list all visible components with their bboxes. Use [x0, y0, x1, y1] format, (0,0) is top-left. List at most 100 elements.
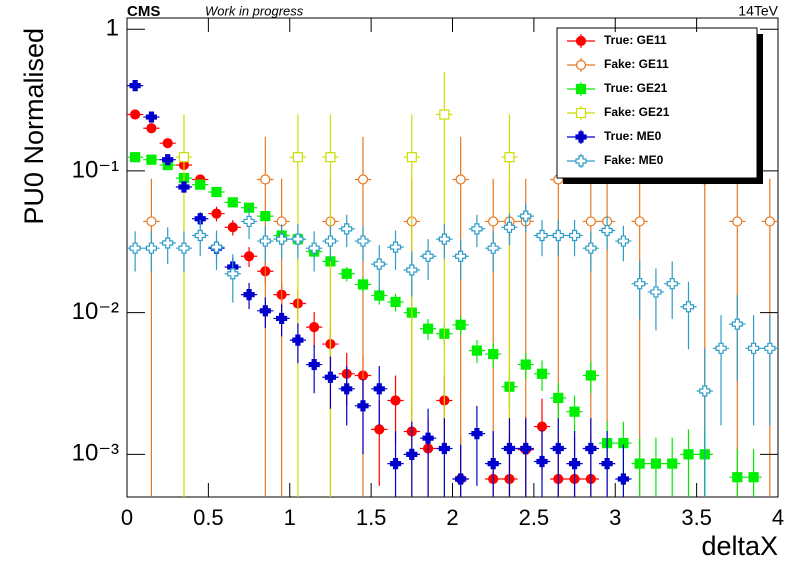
marker: [666, 278, 678, 290]
marker: [553, 392, 564, 404]
marker: [575, 59, 587, 71]
marker: [178, 181, 190, 193]
x-tick-label: 4: [772, 505, 784, 530]
marker: [536, 421, 548, 432]
marker: [536, 229, 548, 242]
marker: [634, 216, 645, 227]
marker: [731, 318, 743, 330]
marker: [243, 251, 255, 262]
marker: [374, 290, 385, 301]
marker: [390, 395, 401, 406]
marker: [568, 458, 581, 470]
marker: [357, 174, 369, 185]
legend-label: Fake: GE21: [604, 105, 670, 119]
marker: [455, 174, 466, 185]
marker: [650, 286, 662, 298]
marker: [130, 152, 141, 163]
marker: [471, 428, 483, 440]
marker: [210, 241, 223, 253]
marker: [503, 442, 516, 455]
marker: [292, 334, 304, 346]
marker: [585, 370, 596, 381]
marker: [471, 345, 483, 356]
marker: [552, 229, 564, 242]
marker: [552, 442, 564, 455]
marker: [764, 216, 775, 227]
marker: [748, 472, 759, 483]
marker: [373, 258, 385, 270]
marker: [634, 458, 645, 469]
marker: [260, 210, 271, 222]
marker: [162, 237, 174, 249]
marker: [178, 242, 190, 254]
marker: [575, 107, 587, 119]
marker: [227, 268, 239, 280]
marker: [324, 371, 337, 383]
marker: [276, 233, 288, 245]
marker: [682, 301, 695, 313]
legend-label: True: GE11: [604, 33, 667, 47]
legend-label: True: ME0: [604, 129, 662, 143]
marker: [747, 342, 760, 354]
legend: True: GE11 Fake: GE11 True: GE21 Fake: GE21…: [556, 27, 763, 184]
x-axis-label: deltaX: [701, 531, 778, 561]
marker: [683, 449, 694, 460]
marker: [520, 359, 531, 370]
x-tick-label: 1.5: [356, 505, 387, 530]
marker: [455, 319, 466, 330]
marker: [145, 242, 158, 254]
marker: [357, 279, 369, 290]
marker: [667, 458, 678, 469]
marker: [357, 235, 369, 247]
marker: [260, 174, 271, 185]
marker: [406, 152, 417, 163]
marker: [211, 208, 222, 219]
marker: [227, 197, 238, 208]
marker: [259, 305, 271, 317]
marker: [455, 250, 467, 262]
marker: [406, 448, 418, 460]
marker: [374, 424, 385, 435]
marker: [487, 242, 499, 254]
marker: [194, 229, 206, 242]
marker: [243, 215, 255, 228]
marker: [146, 123, 157, 134]
marker: [471, 223, 483, 235]
x-tick-label: 3: [609, 505, 621, 530]
x-tick-label: 2.5: [519, 505, 550, 530]
marker: [575, 83, 587, 95]
marker: [162, 154, 174, 166]
marker: [308, 242, 320, 254]
marker: [145, 111, 158, 123]
marker: [178, 152, 190, 163]
marker: [488, 348, 499, 360]
legend-box: [556, 27, 758, 179]
marker: [129, 80, 141, 92]
marker: [536, 455, 548, 468]
y-tick-label: 10⁻³: [72, 440, 119, 467]
marker: [292, 233, 304, 245]
y-tick-label: 1: [106, 15, 119, 42]
marker: [162, 138, 173, 149]
x-tick-label: 3.5: [681, 505, 712, 530]
marker: [503, 221, 516, 233]
marker: [341, 223, 353, 235]
marker: [617, 473, 629, 485]
marker: [341, 383, 353, 395]
marker: [699, 385, 711, 397]
marker: [764, 342, 776, 354]
marker: [195, 179, 206, 190]
marker: [309, 322, 320, 333]
marker: [389, 458, 402, 470]
y-tick-label: 10⁻¹: [72, 156, 119, 183]
plot-area: [127, 71, 778, 497]
marker: [341, 268, 352, 279]
y-tick-label: 10⁻²: [72, 298, 119, 325]
marker: [585, 442, 597, 455]
marker: [227, 222, 238, 233]
marker: [601, 224, 613, 237]
marker: [634, 278, 646, 290]
marker: [487, 458, 499, 470]
marker: [146, 154, 157, 165]
